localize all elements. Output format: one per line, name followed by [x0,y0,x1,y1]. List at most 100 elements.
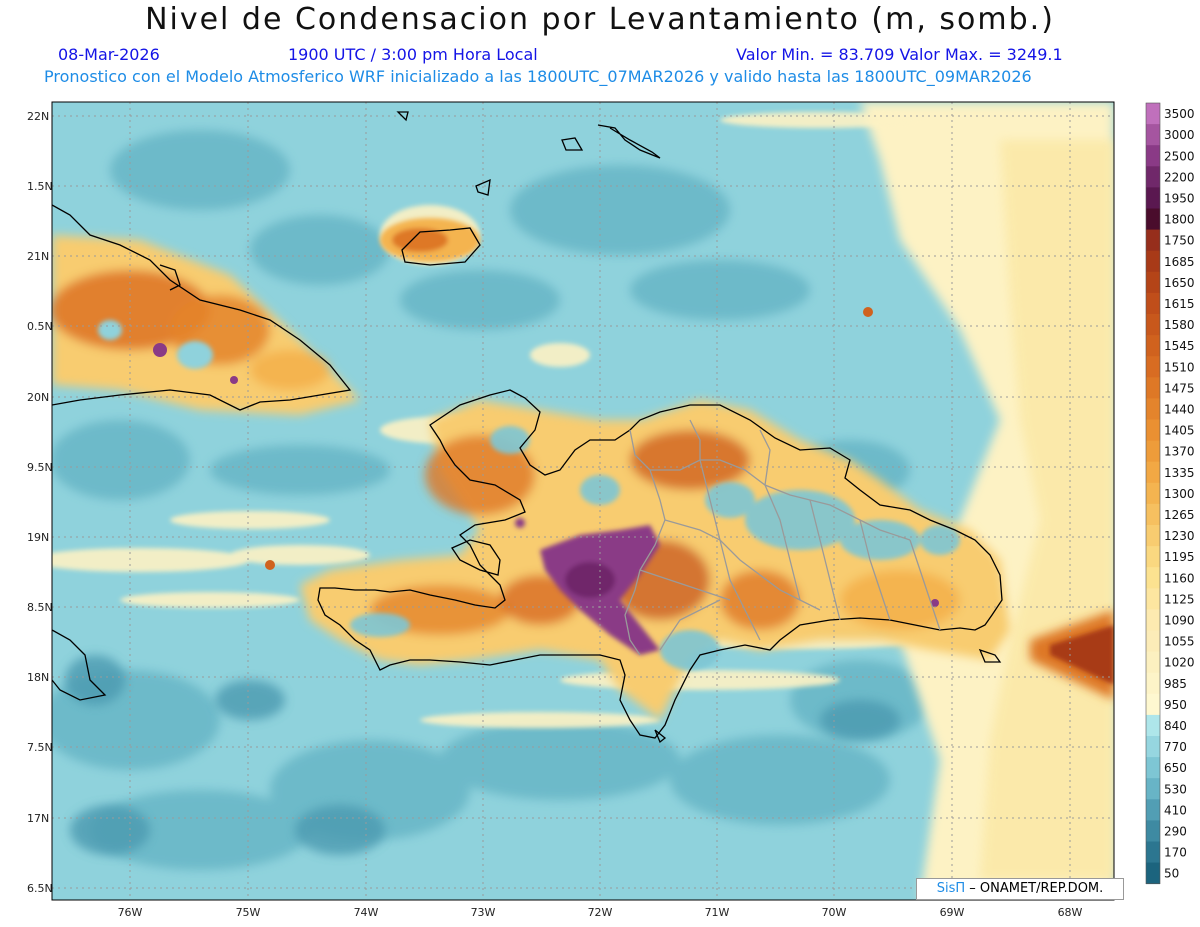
colorbar-label: 1125 [1164,592,1195,606]
sispi-logo: SisΠ [936,881,966,896]
lon-label: 68W [1058,906,1083,919]
colorbar-swatch [1146,292,1160,315]
colorbar-label: 1370 [1164,445,1195,459]
lat-label: 20N [27,391,49,404]
lon-label: 69W [940,906,965,919]
lat-label: 7.5N [27,741,53,754]
coastlines [52,111,1003,744]
colorbar-swatch [1146,820,1160,842]
colorbar-swatch [1146,588,1160,610]
lon-label: 72W [588,906,613,919]
colorbar-frame [1145,102,1161,885]
forecast-time: 1900 UTC / 3:00 pm Hora Local [288,45,538,64]
model-info: Pronostico con el Modelo Atmosferico WRF… [44,67,1032,86]
colorbar-labels: 3500 3000 2500 2200 1950 1800 1750 1685 1650 1615… [1164,107,1195,881]
lat-label: 9.5N [27,461,53,474]
colorbar-swatch [1146,356,1160,378]
lat-label: 17N [27,812,49,825]
colorbar-swatch [1146,736,1160,758]
colorbar-swatch [1146,672,1160,695]
lon-label: 70W [822,906,847,919]
colorbar-swatch [1146,525,1160,547]
colorbar-label: 290 [1164,825,1187,839]
provincial-boundaries [624,419,941,656]
latitude-labels: 22N 1.5N 21N 0.5N 20N 9.5N 19N 8.5N 18N … [27,110,53,895]
lat-label: 22N [27,110,49,123]
colorbar-swatch [1146,461,1160,484]
colorbar-label: 1195 [1164,550,1195,564]
colorbar-label: 530 [1164,782,1187,796]
colorbar-label: 950 [1164,698,1187,712]
colorbar-swatch [1146,714,1160,737]
colorbar-label: 50 [1164,867,1179,881]
colorbar-swatch [1146,398,1160,420]
colorbar-label: 1800 [1164,213,1195,227]
lat-label: 0.5N [27,320,53,333]
colorbar-label: 3500 [1164,107,1195,121]
colorbar-label: 1300 [1164,487,1195,501]
colorbar-label: 1230 [1164,529,1195,543]
colorbar-swatch [1146,377,1160,399]
colorbar-swatch [1146,757,1160,779]
colorbar-label: 650 [1164,761,1187,775]
colorbar-label: 1475 [1164,381,1195,395]
colorbar-swatch [1146,419,1160,441]
colorbar-label: 1405 [1164,424,1195,438]
plot-frame [51,101,1115,901]
colorbar-swatch [1146,271,1160,294]
colorbar-label: 840 [1164,719,1187,733]
colorbar-label: 1265 [1164,508,1195,522]
min-max-values: Valor Min. = 83.709 Valor Max. = 3249.1 [736,45,1063,64]
colorbar-swatch [1146,546,1160,568]
colorbar-label: 2500 [1164,149,1195,163]
lat-label: 19N [27,531,49,544]
colorbar-swatch [1146,609,1160,631]
colorbar-swatch [1146,335,1160,357]
colorbar-label: 1950 [1164,192,1195,206]
colorbar-label: 1440 [1164,403,1195,417]
colorbar-label: 1615 [1164,297,1195,311]
lon-label: 73W [471,906,496,919]
colorbar-swatch [1146,482,1160,505]
colorbar-swatch [1146,145,1160,167]
graticule [52,102,1114,900]
colorbar-swatch [1146,651,1160,674]
colorbar-label: 1510 [1164,360,1195,374]
colorbar-label: 770 [1164,740,1187,754]
colorbar-swatch [1146,166,1160,188]
colorbar-swatch [1146,250,1160,273]
colorbar-label: 985 [1164,677,1187,691]
colorbar-label: 1650 [1164,276,1195,290]
colorbar-label: 1545 [1164,339,1195,353]
colorbar-swatch [1146,841,1160,863]
colorbar-label: 1020 [1164,656,1195,670]
colorbar-swatch [1146,567,1160,589]
colorbar-label: 410 [1164,803,1187,817]
colorbar-label: 1750 [1164,234,1195,248]
colorbar-label: 3000 [1164,128,1195,142]
colorbar-swatch [1146,314,1160,336]
lat-label: 8.5N [27,601,53,614]
colorbar-label: 1160 [1164,571,1195,585]
lat-label: 1.5N [27,180,53,193]
colorbar-swatch [1146,630,1160,652]
colorbar-swatch [1146,799,1160,821]
lon-label: 71W [705,906,730,919]
colorbar-label: 1055 [1164,635,1195,649]
colorbar-swatch [1146,103,1160,125]
colorbar-swatch [1146,208,1160,230]
colorbar-swatch [1146,503,1160,526]
colorbar-label: 1335 [1164,466,1195,480]
colorbar-label: 1685 [1164,255,1195,269]
colorbar-label: 1090 [1164,614,1195,628]
map-title: Nivel de Condensacion por Levantamiento … [145,2,1055,37]
lon-label: 75W [236,906,261,919]
colorbar [1145,102,1161,885]
lat-label: 6.5N [27,882,53,895]
credit-box: SisΠ – ONAMET/REP.DOM. [916,878,1124,900]
colorbar-swatch [1146,693,1160,716]
lon-label: 74W [354,906,379,919]
colorbar-swatch [1146,862,1160,885]
lcl-shaded-field [52,102,1114,900]
